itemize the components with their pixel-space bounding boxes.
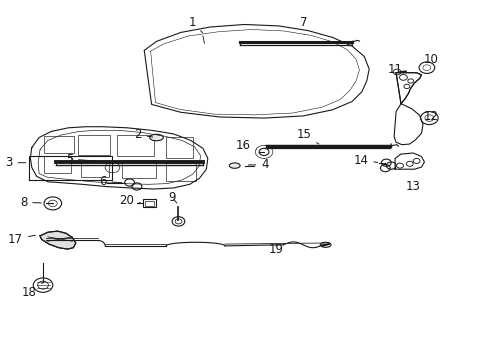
Text: 16: 16 [236,139,256,152]
Bar [44,136,74,153]
Polygon shape [40,231,76,249]
Text: 5: 5 [65,153,97,166]
Text: 2: 2 [134,128,152,141]
Bar [81,161,109,177]
Text: 13: 13 [405,180,420,193]
Bar [44,156,71,173]
Text: 14: 14 [353,154,377,167]
Text: 7: 7 [300,16,307,35]
Text: 10: 10 [423,53,438,66]
Text: 18: 18 [22,283,43,299]
Bar [122,160,156,178]
Text: 6: 6 [99,175,122,188]
Text: 3: 3 [5,156,25,169]
Ellipse shape [149,134,163,141]
Text: 11: 11 [387,63,402,76]
Bar [117,135,154,156]
Text: 9: 9 [168,191,176,204]
Polygon shape [395,73,421,104]
Text: 20: 20 [119,194,140,207]
Text: 15: 15 [296,129,318,144]
Bar [166,137,193,158]
Text: 17: 17 [8,233,35,246]
Text: 19: 19 [268,243,283,256]
Text: 1: 1 [188,16,202,33]
Bar [142,199,155,207]
Text: 12: 12 [423,111,438,123]
Text: 4: 4 [248,158,268,171]
Text: 8: 8 [20,196,41,209]
Bar [144,201,153,206]
Ellipse shape [229,163,240,168]
Bar [166,163,195,181]
Bar [78,135,110,155]
